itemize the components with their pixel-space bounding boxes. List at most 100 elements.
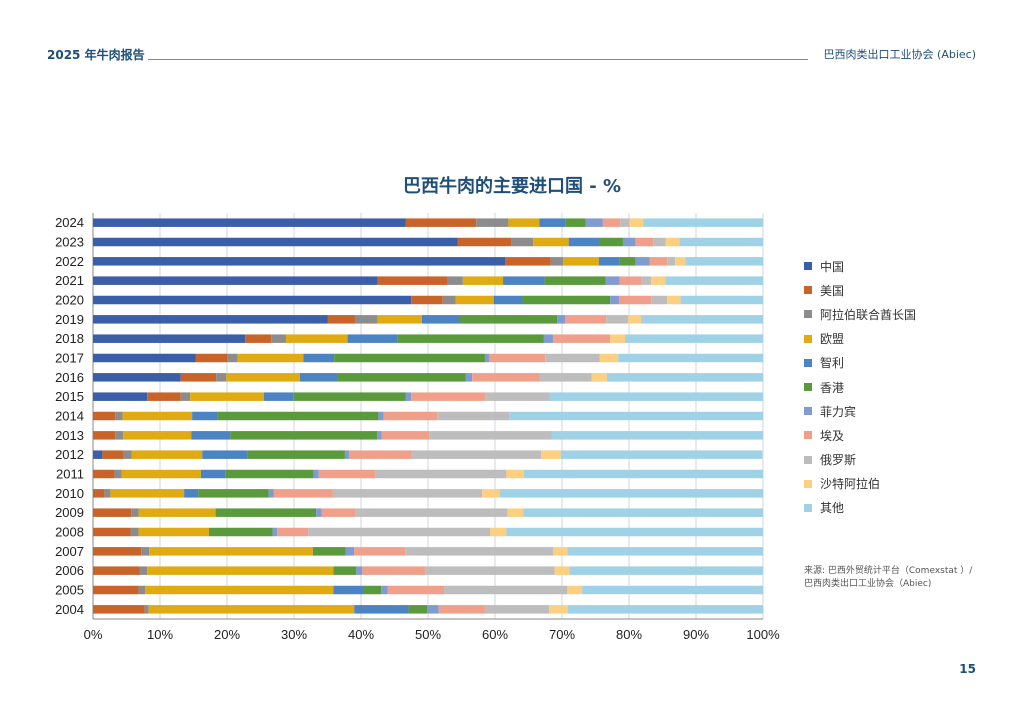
bar-segment	[476, 218, 509, 227]
bar-segment	[377, 431, 382, 440]
bar-segment	[131, 450, 203, 459]
x-tick-label: 50%	[415, 627, 441, 642]
bar-segment	[667, 295, 681, 305]
bar-segment	[184, 489, 199, 498]
bar-segment	[147, 566, 334, 575]
bar-segment	[237, 353, 304, 363]
bar-segment	[503, 276, 545, 285]
bar-segment	[567, 547, 763, 556]
bar-segment	[347, 334, 398, 343]
bar-segment	[141, 547, 150, 556]
bar-segment	[387, 585, 445, 595]
bar-segment	[408, 605, 428, 614]
bar-segment	[539, 373, 592, 382]
bar-segment	[506, 527, 763, 537]
bar-segment	[230, 431, 378, 440]
bar-segment	[245, 334, 272, 343]
bar-segment	[318, 469, 376, 479]
bar-segment	[354, 315, 378, 324]
bar-segment	[148, 605, 355, 614]
y-tick-label: 2015	[55, 389, 84, 404]
bar-segment	[93, 469, 115, 479]
bar-segment	[145, 585, 334, 595]
legend-item: 俄罗斯	[804, 448, 916, 472]
bar-segment	[93, 257, 506, 266]
bar-segment	[411, 392, 486, 401]
bar-segment	[598, 257, 620, 266]
bar-segment	[511, 237, 534, 247]
legend-swatch	[804, 383, 812, 392]
bar-segment	[268, 489, 274, 498]
bar-segment	[180, 392, 191, 401]
bar-segment	[93, 237, 458, 247]
bar-segment	[217, 411, 379, 421]
bar-segment	[643, 218, 763, 227]
bar-segment	[522, 295, 611, 305]
bar-segment	[123, 431, 192, 440]
bar-segment	[362, 566, 426, 575]
bar-segment	[138, 508, 216, 517]
bar-segment	[653, 237, 666, 247]
bar-segment	[506, 469, 524, 479]
bar-segment	[618, 353, 763, 363]
bar-segment	[606, 315, 629, 324]
bar-segment	[563, 257, 599, 266]
bar-segment	[293, 392, 406, 401]
bar-segment	[405, 392, 412, 401]
source-line-2: 巴西肉类出口工业协会（Abiec)	[804, 579, 932, 589]
legend-label: 阿拉伯联合酋长国	[820, 307, 917, 322]
bar-segment	[509, 411, 763, 421]
bar-segment	[545, 353, 600, 363]
y-tick-label: 2023	[55, 235, 84, 250]
bar-segment	[680, 295, 763, 305]
bar-segment	[472, 373, 540, 382]
bar-segment	[93, 566, 140, 575]
bar-segment	[508, 218, 540, 227]
stacked-bar-chart: 0% 10% 20% 30% 40% 50% 60% 70% 80% 90% 100% 2024 202…	[55, 213, 780, 642]
bar-segment	[569, 566, 763, 575]
bar-segment	[685, 257, 763, 266]
source-line-1: 来源: 巴西外贸统计平台（Comexstat ）/	[804, 566, 973, 576]
bar-segment	[381, 585, 388, 595]
bar-segment	[484, 353, 489, 363]
y-tick-label: 2008	[55, 525, 84, 540]
bar-segment	[411, 295, 443, 305]
x-tick-label: 0%	[84, 627, 103, 642]
bar-segment	[438, 605, 485, 614]
bar-segment	[131, 508, 139, 517]
y-tick-label: 2014	[55, 409, 84, 424]
bar-segment	[675, 257, 686, 266]
bar-segment	[610, 295, 619, 305]
bar-segment	[544, 276, 606, 285]
bar-segment	[641, 276, 652, 285]
bar-segment	[541, 450, 561, 459]
bar-segment	[565, 315, 607, 324]
x-tick-label: 40%	[348, 627, 374, 642]
bar-segment	[490, 527, 507, 537]
y-tick-label: 2010	[55, 486, 84, 501]
bar-segment	[383, 411, 438, 421]
bar-segment	[93, 431, 116, 440]
y-tick-label: 2017	[55, 351, 84, 366]
bar-segment	[316, 508, 322, 517]
chart-legend: 中国 美国 阿拉伯联合酋长国 欧盟 智利 香港 菲力宾 埃及 俄罗斯 沙特阿拉伯 其他	[804, 254, 916, 520]
bar-segment	[226, 373, 301, 382]
bar-segment	[363, 585, 382, 595]
bar-segment	[429, 431, 552, 440]
bar-segment	[354, 605, 409, 614]
y-tick-label: 2013	[55, 428, 84, 443]
bar-segment	[523, 508, 763, 517]
bar-segment	[442, 295, 456, 305]
legend-label: 智利	[820, 356, 845, 371]
bar-segment	[180, 373, 217, 382]
y-tick-label: 2009	[55, 505, 84, 520]
bar-segment	[591, 373, 607, 382]
x-tick-label: 60%	[482, 627, 508, 642]
bar-segment	[312, 547, 346, 556]
bar-segment	[610, 334, 625, 343]
bar-segment	[549, 392, 763, 401]
y-tick-label: 2007	[55, 544, 84, 559]
bar-segment	[557, 315, 566, 324]
bar-segment	[622, 237, 636, 247]
bar-segment	[551, 431, 763, 440]
